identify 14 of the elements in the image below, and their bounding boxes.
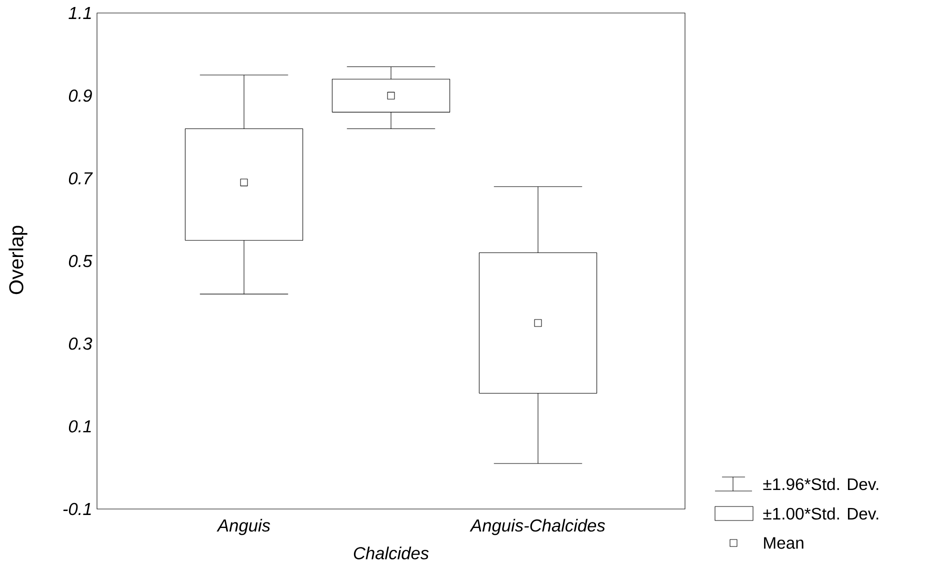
y-tick-label: 0.7 — [68, 172, 93, 184]
y-tick-label: 0.5 — [68, 254, 92, 268]
x-tick-label: Chalcides — [354, 546, 429, 560]
y-tick-label: 0.9 — [68, 90, 92, 102]
x-tick-label: Anguis — [216, 518, 270, 536]
y-tick-label: -0.1 — [63, 502, 91, 516]
y-tick-label: 0.1 — [68, 420, 91, 432]
x-tick-label: Anguis-Chalcides — [470, 518, 606, 536]
text: Mean — [764, 537, 804, 549]
text: ±1.00*Std. Dev. — [763, 507, 878, 520]
y-axis-title: Overlap — [8, 226, 28, 294]
y-tick-label: 1.1 — [68, 7, 91, 19]
y-tick-label: 0.3 — [68, 338, 92, 350]
text: ±1.96*Std. Dev. — [763, 478, 878, 490]
